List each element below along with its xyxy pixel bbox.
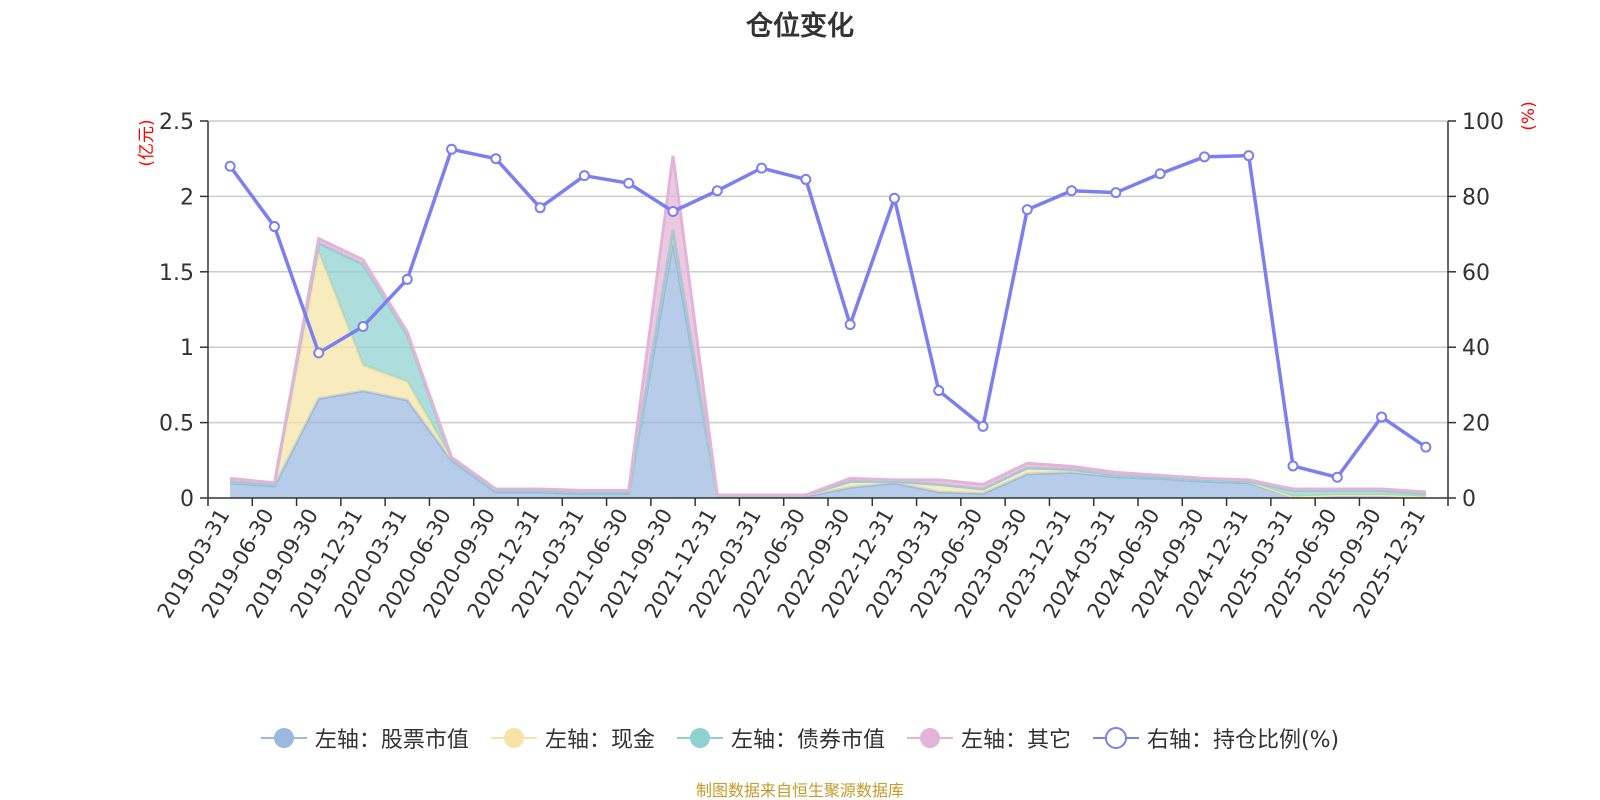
holding-ratio-point [1287,460,1299,472]
holding-ratio-point [224,160,236,172]
left-axis-unit: (亿元) [137,119,157,166]
holding-ratio-line [224,143,1432,483]
left-tick-label: 1 [180,336,194,361]
left-tick-label: 2.5 [159,110,194,135]
filled-circle-marker [490,728,537,748]
legend-label: 右轴：持仓比例(%) [1146,728,1340,753]
left-tick-label: 1.5 [159,261,194,286]
legend-item[interactable]: 右轴：持仓比例(%) [1092,722,1340,754]
holding-ratio-point [1376,411,1388,423]
right-tick-label: 80 [1462,185,1490,210]
filled-circle-marker [906,728,953,748]
holding-ratio-point [800,173,812,185]
holding-ratio-point [401,273,413,285]
right-tick-label: 40 [1462,336,1490,361]
stacked-areas [229,155,1426,499]
chart-title: 仓位变化 [746,11,854,42]
holding-ratio-point [534,202,546,214]
legend-item[interactable]: 左轴：其它 [906,722,1071,754]
right-tick-label: 100 [1462,110,1504,135]
holding-ratio-point [1331,471,1343,483]
holding-ratio-point [1243,150,1255,162]
hollow-circle-marker [1092,727,1139,749]
holding-ratio-point [268,221,280,233]
left-tick-label: 0.5 [159,412,194,437]
holding-ratio-point [1154,168,1166,180]
holding-ratio-point [446,143,458,155]
area-左轴：股票市值 [230,241,1426,498]
legend-label: 左轴：股票市值 [314,728,469,753]
filled-circle-marker [260,728,307,748]
holding-ratio-point [1021,204,1033,216]
holding-ratio-point [844,319,856,331]
holding-ratio-point [1110,187,1122,199]
holding-ratio-point [1198,151,1210,163]
holding-ratio-point [313,347,325,359]
legend-label: 左轴：其它 [960,728,1071,753]
holding-ratio-point [756,162,768,174]
legend-item[interactable]: 左轴：股票市值 [260,722,469,754]
legend: 左轴：股票市值 左轴：现金 左轴：债券市值 左轴：其它 右轴：持仓比例(%) [0,722,1600,754]
holding-ratio-point [977,420,989,432]
legend-item[interactable]: 左轴：现金 [490,722,655,754]
right-axis-unit: (%) [1519,101,1539,130]
holding-ratio-point [490,153,502,165]
legend-label: 左轴：现金 [544,728,655,753]
left-tick-label: 2 [180,185,194,210]
right-tick-label: 60 [1462,261,1490,286]
data-source-note: 制图数据来自恒生聚源数据库 [695,781,904,800]
right-tick-label: 0 [1462,487,1476,512]
holding-ratio-point [578,170,590,182]
holding-ratio-point [667,205,679,217]
holding-ratio-point [357,320,369,332]
area-edge-左轴：其它 [229,155,1426,497]
holding-ratio-point [623,177,635,189]
legend-label: 左轴：债券市值 [730,728,885,753]
left-tick-label: 0 [180,487,194,512]
filled-circle-marker [676,728,723,748]
holding-ratio-point [711,185,723,197]
legend-item[interactable]: 左轴：债券市值 [676,722,885,754]
holding-ratio-path [228,147,1427,480]
holding-ratio-point [1066,185,1078,197]
holding-ratio-point [888,192,900,204]
holding-ratio-point [933,385,945,397]
holding-ratio-point [1420,441,1432,453]
right-tick-label: 20 [1462,412,1490,437]
